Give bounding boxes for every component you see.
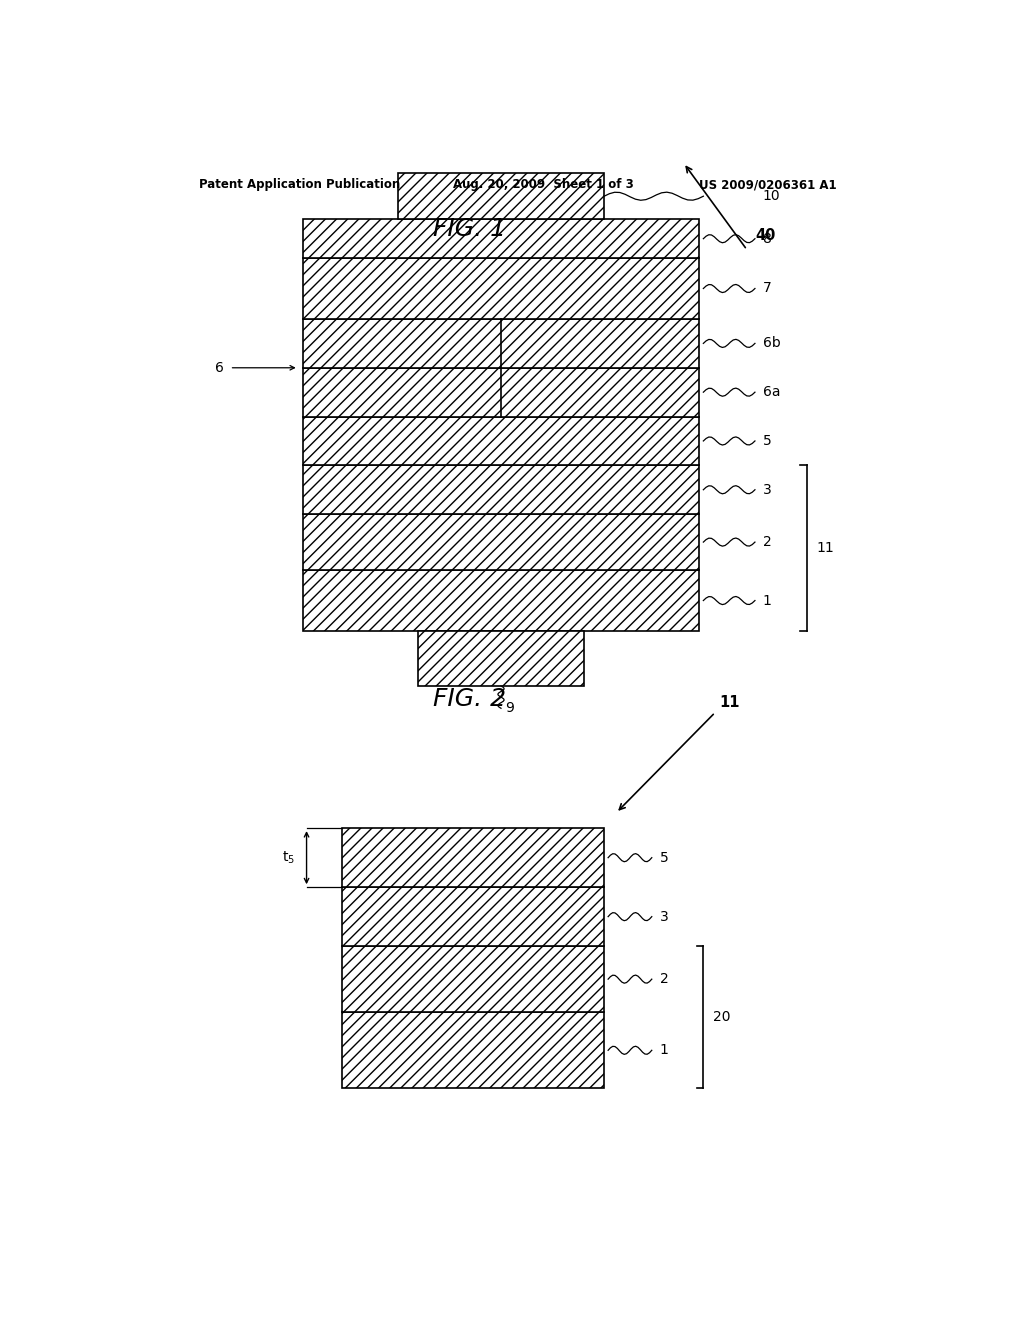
Text: 2: 2 <box>659 972 669 986</box>
Text: 5: 5 <box>659 850 669 865</box>
Text: 11: 11 <box>719 694 739 710</box>
Bar <box>303 417 699 466</box>
Bar <box>303 219 699 257</box>
Text: t$_5$: t$_5$ <box>282 850 295 866</box>
Text: 6b: 6b <box>763 337 780 350</box>
Bar <box>342 828 604 887</box>
Text: 10: 10 <box>763 189 780 203</box>
Bar <box>303 319 699 368</box>
Bar <box>303 570 699 631</box>
Bar <box>303 257 699 319</box>
Bar <box>303 466 699 515</box>
Text: 6a: 6a <box>763 385 780 399</box>
Text: 11: 11 <box>816 541 834 556</box>
Bar <box>303 368 699 417</box>
Text: 3: 3 <box>659 909 669 924</box>
Bar <box>418 631 585 686</box>
Text: 6: 6 <box>215 360 224 375</box>
Text: 7: 7 <box>763 281 772 296</box>
Text: 5: 5 <box>763 434 772 447</box>
Text: Aug. 20, 2009  Sheet 1 of 3: Aug. 20, 2009 Sheet 1 of 3 <box>454 178 634 191</box>
Text: 8: 8 <box>763 232 772 246</box>
Text: Patent Application Publication: Patent Application Publication <box>200 178 400 191</box>
Text: FIG. 2: FIG. 2 <box>433 686 506 711</box>
Bar <box>397 173 604 219</box>
Text: 1: 1 <box>659 1043 669 1057</box>
Bar <box>342 887 604 946</box>
Text: 1: 1 <box>763 594 772 607</box>
Text: 3: 3 <box>763 483 772 496</box>
Text: FIG. 1: FIG. 1 <box>433 218 506 242</box>
Bar <box>342 946 604 1012</box>
Text: 2: 2 <box>763 535 772 549</box>
Text: 20: 20 <box>713 1010 730 1024</box>
Bar <box>303 515 699 570</box>
Text: 40: 40 <box>755 228 775 243</box>
Text: 9: 9 <box>505 701 514 715</box>
Bar <box>342 1012 604 1089</box>
Text: US 2009/0206361 A1: US 2009/0206361 A1 <box>699 178 837 191</box>
